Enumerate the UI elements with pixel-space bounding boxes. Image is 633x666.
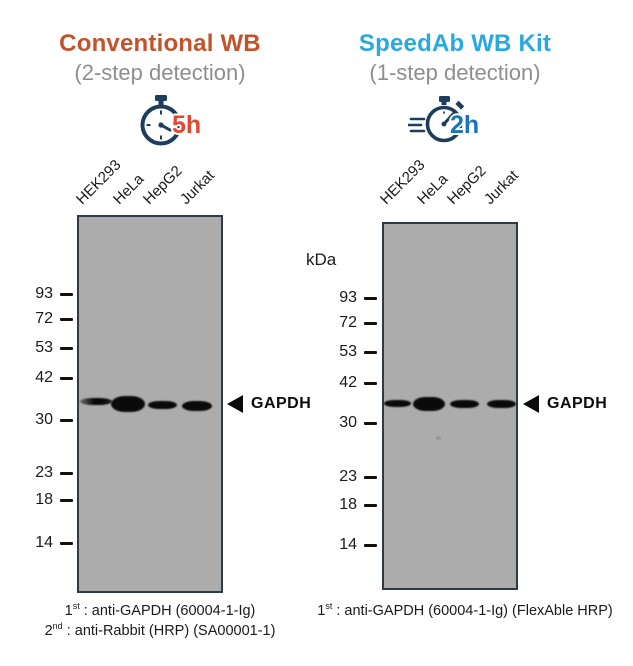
gapdh-band-label: GAPDH — [547, 395, 608, 412]
footnote-secondary-antibody-conventional: 2nd : anti-Rabbit (HRP) (SA00001-1) — [44, 621, 276, 639]
left-arrow-icon — [523, 395, 539, 413]
mw-marker-42: 42 — [14, 368, 73, 388]
marker-tick — [364, 296, 377, 300]
conventional-panel-subtitle: (2-step detection) — [74, 60, 246, 85]
time-5h-label: 5h — [172, 111, 202, 139]
blot-membrane-conventional — [77, 215, 223, 593]
mw-marker-53: 53 — [14, 338, 73, 358]
left-arrow-icon — [227, 395, 243, 413]
mw-marker-14: 14 — [318, 535, 377, 555]
mw-marker-18: 18 — [318, 495, 377, 515]
kda-unit-label: kDa — [306, 250, 337, 269]
lane-label-hela: HeLa — [109, 170, 148, 208]
lane-label-hepg2: HepG2 — [139, 162, 186, 208]
speedab-panel-subtitle: (1-step detection) — [369, 60, 541, 85]
footnote-primary-antibody-conventional: 1st : anti-GAPDH (60004-1-Ig) — [64, 601, 256, 619]
gapdh-pointer: GAPDH — [523, 394, 607, 414]
marker-tick — [364, 350, 377, 354]
mw-marker-72: 72 — [14, 309, 73, 329]
marker-tick — [364, 475, 377, 479]
marker-tick — [60, 541, 73, 545]
wb-band-hepg2 — [148, 401, 177, 409]
marker-tick — [60, 317, 73, 321]
mw-marker-72: 72 — [318, 313, 377, 333]
lane-label-hepg2: HepG2 — [443, 162, 490, 208]
stopwatch-icon — [140, 95, 182, 146]
marker-tick — [60, 498, 73, 502]
time-2h-label: 2h — [450, 111, 480, 139]
marker-tick — [364, 543, 377, 547]
marker-tick — [364, 503, 377, 507]
mw-marker-93: 93 — [318, 288, 377, 308]
fast-stopwatch-icon — [408, 96, 465, 143]
mw-marker-30: 30 — [14, 410, 73, 430]
mw-marker-14: 14 — [14, 533, 73, 553]
wb-band-jurkat — [182, 401, 212, 411]
marker-tick — [364, 381, 377, 385]
mw-marker-23: 23 — [318, 467, 377, 487]
speedab-panel-title: SpeedAb WB Kit — [358, 30, 552, 57]
marker-tick — [60, 346, 73, 350]
marker-tick — [364, 421, 377, 425]
wb-band-hek293 — [384, 400, 411, 407]
conventional-panel-title: Conventional WB — [59, 30, 261, 57]
mw-marker-42: 42 — [318, 373, 377, 393]
footnote-primary-antibody-speedab: 1st : anti-GAPDH (60004-1-Ig) (FlexAble … — [317, 601, 613, 619]
gapdh-pointer: GAPDH — [227, 394, 311, 414]
wb-band-hela — [111, 396, 145, 412]
marker-tick — [364, 321, 377, 325]
wb-band-hepg2 — [450, 400, 479, 408]
marker-tick — [60, 292, 73, 296]
gel-artifact-speck — [436, 436, 441, 440]
marker-tick — [60, 471, 73, 475]
lane-label-hela: HeLa — [413, 170, 452, 208]
gapdh-band-label: GAPDH — [251, 395, 312, 412]
mw-marker-23: 23 — [14, 463, 73, 483]
mw-marker-30: 30 — [318, 413, 377, 433]
mw-marker-93: 93 — [14, 284, 73, 304]
wb-band-hela — [413, 397, 445, 411]
blot-membrane-speedab — [382, 222, 518, 590]
wb-band-hek293 — [80, 398, 112, 405]
wb-band-jurkat — [487, 400, 516, 408]
marker-tick — [60, 418, 73, 422]
mw-marker-53: 53 — [318, 342, 377, 362]
marker-tick — [60, 376, 73, 380]
mw-marker-18: 18 — [14, 490, 73, 510]
